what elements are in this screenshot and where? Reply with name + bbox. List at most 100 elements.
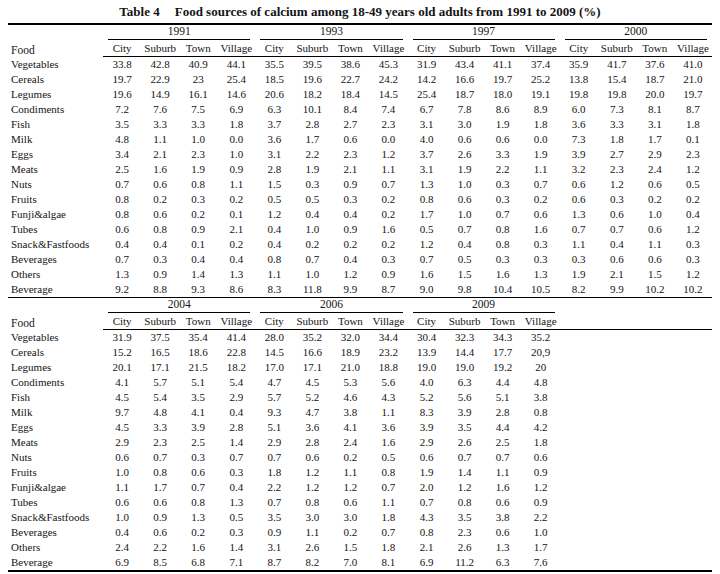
value-cell: 21.0 bbox=[674, 72, 712, 87]
value-cell: 37.4 bbox=[522, 57, 560, 73]
value-cell: 19.6 bbox=[293, 72, 331, 87]
year-header-2006: 2006 bbox=[255, 298, 407, 314]
empty-cell bbox=[560, 405, 598, 420]
value-cell: 1.6 bbox=[408, 267, 446, 282]
food-label-cell: Tubes bbox=[8, 222, 103, 237]
value-cell: 0.7 bbox=[217, 450, 255, 465]
value-cell: 1.6 bbox=[484, 480, 522, 495]
value-cell: 16.6 bbox=[293, 345, 331, 360]
value-cell: 1.6 bbox=[484, 267, 522, 282]
value-cell: 30.4 bbox=[408, 330, 446, 346]
value-cell: 5.3 bbox=[331, 375, 369, 390]
table-row: Cereals15.216.518.622.814.516.618.923.21… bbox=[8, 345, 712, 360]
value-cell: 6.9 bbox=[217, 102, 255, 117]
food-label-cell: Snack&Fastfoods bbox=[8, 510, 103, 525]
value-cell: 0.8 bbox=[141, 465, 179, 480]
value-cell: 2.6 bbox=[446, 147, 484, 162]
table-row: Fish4.55.43.52.95.75.24.64.35.25.65.13.8 bbox=[8, 390, 712, 405]
year-header-2009: 2009 bbox=[408, 298, 560, 314]
table-row: Beverages0.70.30.40.40.80.70.40.30.70.50… bbox=[8, 252, 712, 267]
value-cell: 2.6 bbox=[446, 435, 484, 450]
subcol-header-city: City bbox=[408, 313, 446, 330]
value-cell: 19.7 bbox=[484, 72, 522, 87]
value-cell: 0.4 bbox=[103, 525, 141, 540]
value-cell: 1.3 bbox=[560, 207, 598, 222]
value-cell: 0.3 bbox=[484, 192, 522, 207]
value-cell: 1.1 bbox=[636, 237, 674, 252]
value-cell: 20 bbox=[522, 360, 560, 375]
value-cell: 40.9 bbox=[179, 57, 217, 73]
value-cell: 1.6 bbox=[522, 222, 560, 237]
value-cell: 8.7 bbox=[255, 555, 293, 571]
table-row: Others2.42.21.61.43.12.61.51.82.12.61.31… bbox=[8, 540, 712, 555]
value-cell: 0.8 bbox=[408, 525, 446, 540]
value-cell: 1.1 bbox=[522, 162, 560, 177]
value-cell: 32.3 bbox=[446, 330, 484, 346]
value-cell: 22.7 bbox=[331, 72, 369, 87]
subcol-header-city: City bbox=[255, 313, 293, 330]
value-cell: 4.1 bbox=[179, 405, 217, 420]
value-cell: 1.5 bbox=[331, 540, 369, 555]
subcolumn-row: CitySuburbTownVillageCitySuburbTownVilla… bbox=[8, 40, 712, 57]
empty-cell bbox=[560, 465, 598, 480]
value-cell: 14.2 bbox=[408, 72, 446, 87]
value-cell: 3.5 bbox=[103, 117, 141, 132]
value-cell: 41.0 bbox=[674, 57, 712, 73]
value-cell: 0.9 bbox=[331, 222, 369, 237]
value-cell: 1.5 bbox=[446, 267, 484, 282]
value-cell: 1.0 bbox=[293, 222, 331, 237]
value-cell: 0.3 bbox=[522, 237, 560, 252]
table-row: Nuts0.60.70.30.70.70.60.20.50.60.70.70.6 bbox=[8, 450, 712, 465]
value-cell: 1.3 bbox=[179, 510, 217, 525]
value-cell: 5.1 bbox=[179, 375, 217, 390]
value-cell: 1.2 bbox=[598, 177, 636, 192]
empty-cell bbox=[636, 360, 674, 375]
value-cell: 0.8 bbox=[141, 222, 179, 237]
value-cell: 0.6 bbox=[484, 132, 522, 147]
value-cell: 2.3 bbox=[331, 147, 369, 162]
value-cell: 5.1 bbox=[484, 390, 522, 405]
value-cell: 4.1 bbox=[103, 375, 141, 390]
value-cell: 3.2 bbox=[560, 162, 598, 177]
value-cell: 8.4 bbox=[331, 102, 369, 117]
value-cell: 38.6 bbox=[331, 57, 369, 73]
value-cell: 35.2 bbox=[293, 330, 331, 346]
value-cell: 2.3 bbox=[446, 525, 484, 540]
empty-cell bbox=[560, 555, 598, 571]
value-cell: 5.1 bbox=[255, 420, 293, 435]
value-cell: 0.6 bbox=[293, 450, 331, 465]
value-cell: 1.0 bbox=[446, 177, 484, 192]
value-cell: 0.2 bbox=[141, 192, 179, 207]
value-cell: 3.6 bbox=[560, 117, 598, 132]
value-cell: 1.0 bbox=[103, 465, 141, 480]
value-cell: 22.8 bbox=[217, 345, 255, 360]
value-cell: 3.7 bbox=[408, 147, 446, 162]
value-cell: 8.5 bbox=[141, 555, 179, 571]
empty-cell bbox=[560, 375, 598, 390]
food-label-cell: Condiments bbox=[8, 102, 103, 117]
value-cell: 15.2 bbox=[103, 345, 141, 360]
year-underline: 2006 bbox=[260, 298, 402, 313]
empty-cell bbox=[598, 525, 636, 540]
food-label-cell: Fruits bbox=[8, 192, 103, 207]
value-cell: 0.6 bbox=[598, 252, 636, 267]
food-label-cell: Meats bbox=[8, 162, 103, 177]
value-cell: 2.5 bbox=[103, 162, 141, 177]
value-cell: 0.9 bbox=[522, 465, 560, 480]
value-cell: 2.8 bbox=[293, 117, 331, 132]
value-cell: 1.2 bbox=[369, 147, 407, 162]
value-cell: 17.7 bbox=[484, 345, 522, 360]
value-cell: 0.3 bbox=[674, 252, 712, 267]
year-header-1991: 1991 bbox=[103, 24, 255, 40]
value-cell: 0.6 bbox=[446, 132, 484, 147]
value-cell: 0.7 bbox=[369, 177, 407, 192]
value-cell: 0.1 bbox=[217, 207, 255, 222]
value-cell: 2.1 bbox=[408, 540, 446, 555]
empty-header-cell bbox=[560, 298, 712, 314]
value-cell: 0.7 bbox=[484, 450, 522, 465]
table-row: Condiments4.15.75.15.44.74.55.35.64.06.3… bbox=[8, 375, 712, 390]
empty-cell bbox=[560, 480, 598, 495]
empty-cell bbox=[560, 390, 598, 405]
food-label-cell: Tubes bbox=[8, 495, 103, 510]
value-cell: 0.3 bbox=[331, 192, 369, 207]
